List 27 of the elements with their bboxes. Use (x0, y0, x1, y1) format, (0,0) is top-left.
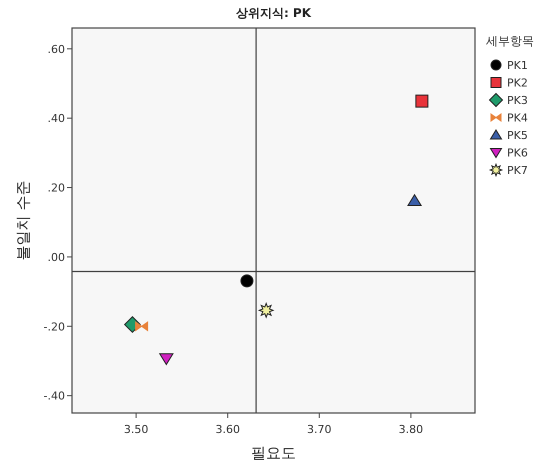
legend-label: PK2 (507, 76, 528, 90)
legend-label: PK5 (507, 129, 528, 142)
point (135, 322, 148, 331)
chart-title: 상위지식: PK (234, 6, 312, 20)
x-tick-label: 3.60 (215, 423, 240, 436)
x-tick-label: 3.80 (398, 423, 424, 436)
x-axis-title: 필요도 (251, 444, 296, 462)
x-tick-label: 3.50 (124, 423, 148, 436)
point (159, 353, 174, 366)
point (407, 194, 422, 206)
legend-label: PK7 (507, 164, 528, 177)
y-axis-title: 불일치 수준 (14, 180, 32, 260)
legend-label: PK1 (507, 59, 528, 72)
point (258, 302, 274, 318)
legend-title: 세부항목 (486, 34, 534, 48)
y-tick-label: .40 (48, 112, 65, 126)
legend-label: PK4 (507, 112, 528, 124)
y-tick-label: .20 (48, 182, 65, 195)
legend-label: PK3 (507, 94, 528, 107)
y-tick-label: .00 (48, 250, 65, 264)
point (415, 94, 428, 108)
point (240, 274, 254, 288)
y-tick-label: -.20 (44, 320, 65, 334)
y-tick-label: .60 (48, 42, 65, 56)
y-tick-label: -.40 (44, 390, 65, 403)
legend-label: PK6 (507, 146, 528, 160)
x-tick-label: 3.70 (307, 423, 332, 436)
